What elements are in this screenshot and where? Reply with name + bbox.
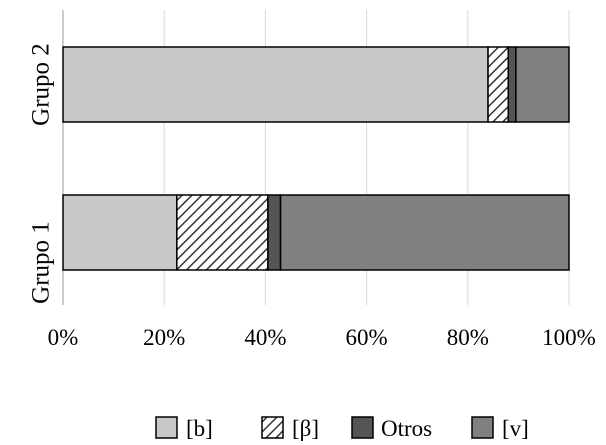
x-tick-label-40: 40% xyxy=(244,325,286,350)
x-tick-label-20: 20% xyxy=(143,325,185,350)
legend-swatch-b xyxy=(155,416,178,439)
bar-grupo-1-v xyxy=(279,194,570,271)
category-label-grupo-2: Grupo 2 xyxy=(28,43,55,126)
bar-grupo-1-otros xyxy=(267,194,282,271)
legend-swatch-v xyxy=(471,416,494,439)
category-label-grupo-1: Grupo 1 xyxy=(28,221,55,304)
x-tick-label-0: 0% xyxy=(48,325,79,350)
y-tick-labels: Grupo 2 Grupo 1 xyxy=(28,43,55,304)
x-tick-labels: 0% 20% 40% 60% 80% 100% xyxy=(48,325,596,350)
legend-swatch-series xyxy=(261,416,284,439)
legend: [b] [β] Otros [v] xyxy=(155,416,529,441)
bar-grupo-1-series xyxy=(176,194,269,271)
bar-grupo-2-b xyxy=(62,46,489,123)
bars-group xyxy=(62,46,570,271)
legend-swatch-otros xyxy=(351,416,374,439)
bar-grupo-1-b xyxy=(62,194,178,271)
bar-grupo-2-v xyxy=(515,46,570,123)
legend-label-v: [v] xyxy=(502,416,529,441)
bar-grupo-2-otros xyxy=(507,46,517,123)
legend-label-series: [β] xyxy=(292,416,319,441)
legend-label-otros: Otros xyxy=(381,416,432,441)
bar-grupo-2-series xyxy=(487,46,510,123)
x-tick-label-80: 80% xyxy=(447,325,489,350)
legend-label-b: [b] xyxy=(186,416,213,441)
x-tick-label-60: 60% xyxy=(346,325,388,350)
x-tick-label-100: 100% xyxy=(542,325,596,350)
